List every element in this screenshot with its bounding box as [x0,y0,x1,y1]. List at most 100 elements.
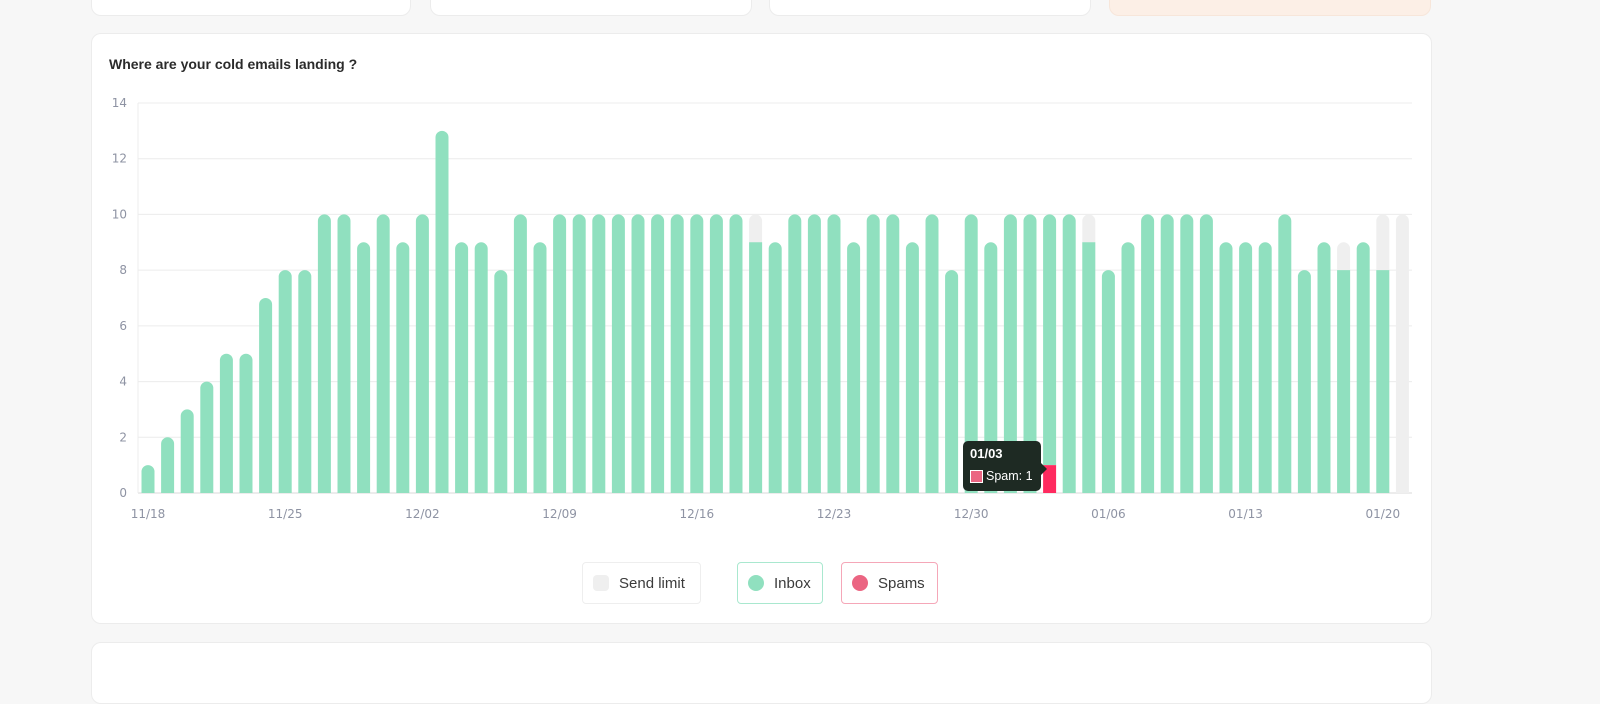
inbox-bar [337,214,351,493]
inbox-bar [1317,242,1331,493]
inbox-bar [1101,270,1115,493]
send-limit-bar [1395,214,1409,493]
inbox-bar [945,270,959,493]
bar-chart: 0 2 4 6 8 10 12 14 11/18 11/25 12/02 12/09 12/16 12/2… [112,96,1412,521]
inbox-bar [690,214,704,493]
inbox-bar [161,437,175,493]
legend-label: Spams [878,574,925,592]
spams-swatch-icon [852,575,868,591]
inbox-bar [396,242,410,493]
tooltip-value: Spam: 1 [986,469,1033,483]
inbox-bar [611,214,625,493]
inbox-bar [298,270,312,493]
chart-title: Where are your cold emails landing ? [109,56,358,72]
x-tick-label: 01/06 [1091,507,1126,521]
legend-spams[interactable]: Spams [841,562,938,604]
inbox-bar [847,242,861,493]
x-tick-label: 12/16 [680,507,715,521]
inbox-bar [709,214,723,493]
inbox-bar [1003,214,1017,493]
inbox-bar [749,242,763,493]
spam-swatch-icon [970,469,983,483]
inbox-bar [415,214,429,493]
x-tick-label: 11/25 [268,507,303,521]
inbox-bar [1376,270,1390,493]
tooltip-date: 01/03 [970,446,1003,461]
legend-inbox[interactable]: Inbox [737,562,823,604]
inbox-bar [1239,242,1253,493]
stat-card-1 [91,0,411,16]
inbox-bar [435,130,449,493]
y-tick-label: 14 [112,96,127,110]
inbox-bar [1141,214,1155,493]
inbox-bar [474,242,488,493]
inbox-bar [827,214,841,493]
chart-tooltip: 01/03 Spam: 1 [963,441,1047,491]
inbox-bar [1297,270,1311,493]
stat-card-4 [1109,0,1431,16]
legend-label: Send limit [619,574,685,592]
inbox-bar [317,214,331,493]
inbox-bar [925,214,939,493]
x-tick-label: 12/30 [954,507,989,521]
y-tick-label: 4 [119,375,127,389]
legend-send-limit[interactable]: Send limit [582,562,701,604]
inbox-bar [670,214,684,493]
inbox-bar [631,214,645,493]
inbox-bar [964,214,978,493]
inbox-bar [572,214,586,493]
inbox-bar [494,270,508,493]
y-tick-label: 0 [119,486,127,500]
inbox-bar [1121,242,1135,493]
inbox-bar [886,214,900,493]
inbox-swatch-icon [748,575,764,591]
inbox-bar [1356,242,1370,493]
y-tick-label: 2 [119,430,127,444]
inbox-bar [1278,214,1292,493]
inbox-bar [1082,242,1096,493]
inbox-bar [1043,214,1057,466]
inbox-bar [533,242,547,493]
inbox-bar [1023,214,1037,493]
inbox-bar [259,298,273,493]
inbox-bar [788,214,802,493]
inbox-bar [807,214,821,493]
next-card [91,642,1432,704]
inbox-bar [200,381,214,493]
inbox-bar [1337,270,1351,493]
inbox-bar [278,270,292,493]
legend-label: Inbox [774,574,811,592]
stat-card-2 [430,0,752,16]
y-tick-label: 6 [119,319,127,333]
send-limit-swatch-icon [593,575,609,591]
y-tick-label: 10 [112,207,127,221]
x-tick-label: 12/23 [817,507,852,521]
inbox-bar [513,214,527,493]
inbox-bar [1180,214,1194,493]
inbox-bar [239,353,253,493]
y-tick-label: 8 [119,263,127,277]
inbox-bar [219,353,233,493]
inbox-bar [729,214,743,493]
inbox-bar [141,465,155,493]
inbox-bar [357,242,371,493]
inbox-bar [1199,214,1213,493]
inbox-bar [376,214,390,493]
x-tick-label: 01/20 [1366,507,1401,521]
inbox-bar [651,214,665,493]
inbox-bar [553,214,567,493]
inbox-bar [905,242,919,493]
inbox-bar [1160,214,1174,493]
inbox-bar [1258,242,1272,493]
inbox-bar [768,242,782,493]
inbox-bar [180,409,194,493]
stat-card-3 [769,0,1091,16]
inbox-bar [592,214,606,493]
inbox-bar [1062,214,1076,493]
x-tick-label: 11/18 [131,507,166,521]
inbox-bar [1219,242,1233,493]
x-tick-label: 12/09 [542,507,577,521]
inbox-bar [455,242,469,493]
x-tick-label: 01/13 [1228,507,1263,521]
y-tick-label: 12 [112,152,127,166]
